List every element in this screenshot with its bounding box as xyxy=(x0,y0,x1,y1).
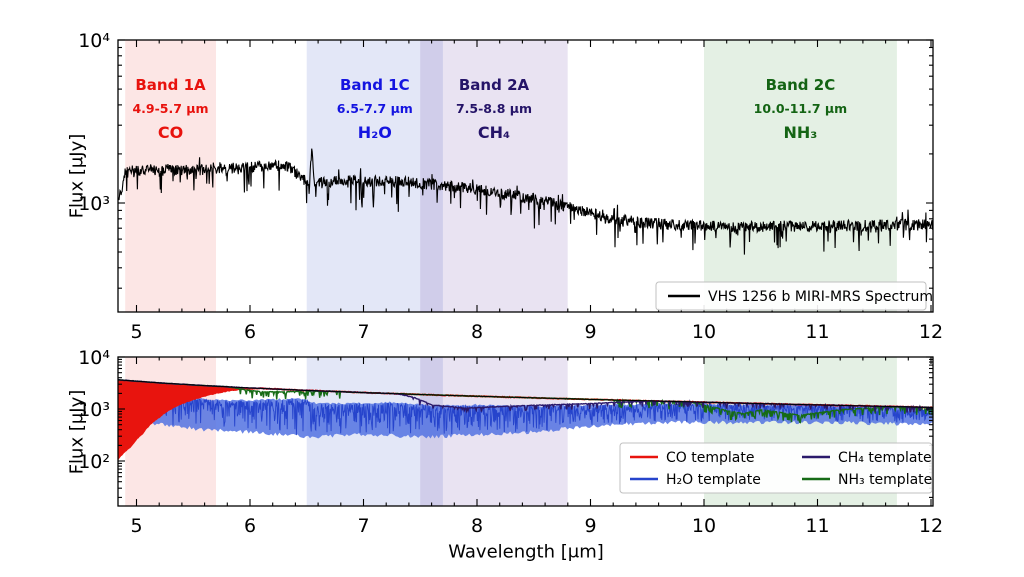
y-tick-label: 10³ xyxy=(78,193,110,215)
x-tick-label: 6 xyxy=(244,515,256,537)
band-1a-region xyxy=(125,40,216,312)
band-1a-label: Band 1A xyxy=(135,76,206,94)
y-axis-label-top: Flux [μJy] xyxy=(66,133,88,219)
band-2a-region xyxy=(420,40,568,312)
y-tick-label: 10² xyxy=(78,451,110,473)
template-panel-series xyxy=(118,378,933,460)
x-tick-label: 10 xyxy=(692,321,716,343)
x-tick-label: 9 xyxy=(584,321,596,343)
legend-label: CO template xyxy=(666,450,754,466)
template-panel-ticks xyxy=(118,356,933,506)
band-1c-label: Band 1C xyxy=(340,76,410,94)
y-tick-label: 10⁴ xyxy=(78,347,110,369)
spectrum-panel-series xyxy=(118,148,933,255)
x-tick-label: 5 xyxy=(130,515,142,537)
band-2c-region xyxy=(704,40,897,312)
x-tick-label: 5 xyxy=(130,321,142,343)
series-continuum-line xyxy=(118,379,933,408)
band-2a-label: Band 2A xyxy=(459,76,530,94)
band-1a-label: CO xyxy=(158,123,183,142)
template-panel-frame xyxy=(117,356,934,507)
x-tick-label: 8 xyxy=(471,515,483,537)
y-tick-label: 10³ xyxy=(78,399,110,421)
legend-box xyxy=(655,281,927,311)
x-tick-label: 11 xyxy=(805,321,829,343)
x-tick-label: 11 xyxy=(805,515,829,537)
x-tick-label: 10 xyxy=(692,515,716,537)
band-1c-label: H₂O xyxy=(358,123,392,142)
x-axis-label: Wavelength [μm] xyxy=(448,541,604,563)
x-tick-label: 12 xyxy=(919,515,943,537)
legend-box xyxy=(619,442,933,494)
x-tick-label: 8 xyxy=(471,321,483,343)
x-tick-label: 6 xyxy=(244,321,256,343)
legend-label: H₂O template xyxy=(666,472,761,488)
y-axis-label-bottom: Flux [μJy] xyxy=(66,389,88,475)
band-2c-label: NH₃ xyxy=(784,123,818,142)
band-2a-label: CH₄ xyxy=(478,123,510,142)
series-co-template-fill xyxy=(118,379,260,459)
x-tick-label: 7 xyxy=(357,515,369,537)
template-panel: 5 6 7 8 9 10 11 12 10² 10³ 10⁴ CO template H₂O templ… xyxy=(78,347,943,537)
band-2c-label: Band 2C xyxy=(766,76,836,94)
spectrum-panel-ticks xyxy=(118,39,933,312)
x-tick-label: 9 xyxy=(584,515,596,537)
band-2a-label: 7.5-8.8 μm xyxy=(456,101,532,116)
spectrum-panel-frame xyxy=(117,39,934,313)
series-vhs-spectrum-line xyxy=(118,148,933,255)
legend-label: VHS 1256 b MIRI-MRS Spectrum xyxy=(708,289,933,305)
band-2c-label: 10.0-11.7 μm xyxy=(754,101,847,116)
band-1a-label: 4.9-5.7 μm xyxy=(132,101,208,116)
legend-label: CH₄ template xyxy=(838,450,932,466)
x-tick-label: 7 xyxy=(357,321,369,343)
x-tick-label: 12 xyxy=(919,321,943,343)
band-1c-label: 6.5-7.7 μm xyxy=(337,101,413,116)
legend-label: NH₃ template xyxy=(838,472,932,488)
y-tick-label: 10⁴ xyxy=(78,30,110,52)
spectrum-panel: 5 6 7 8 9 10 11 12 10³ 10⁴ Band 1A 4.9-5.7 μm CO Band… xyxy=(78,30,943,343)
